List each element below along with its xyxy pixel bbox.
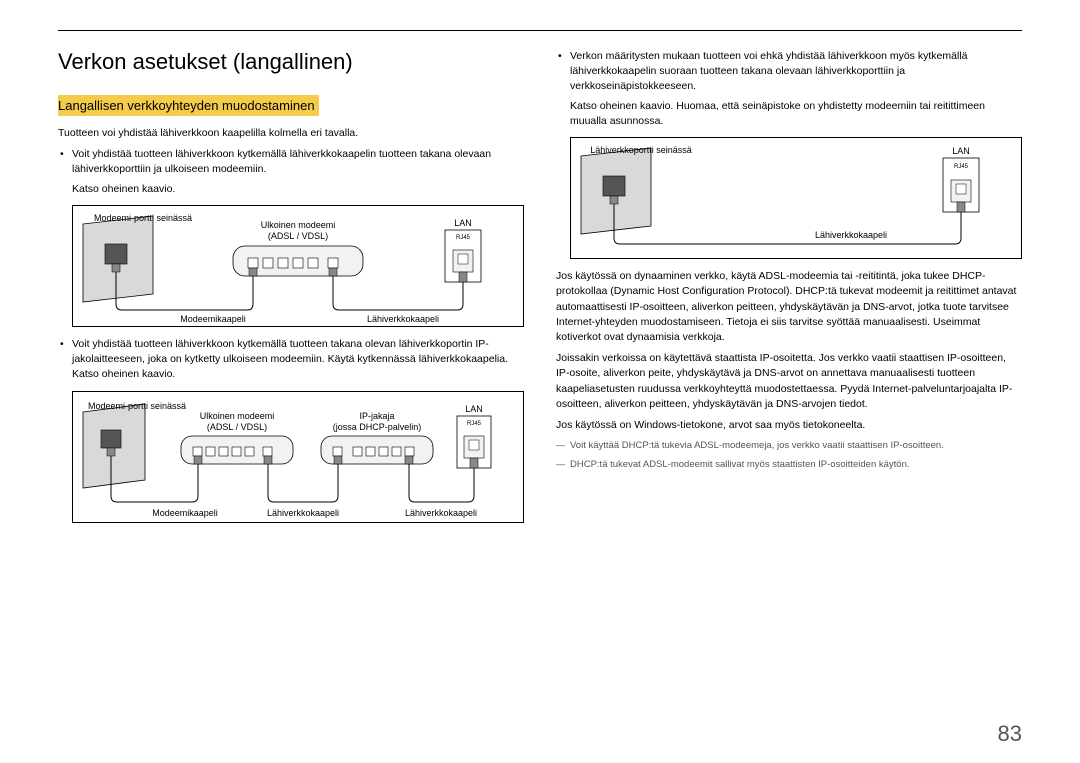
label-dhcp: (jossa DHCP-palvelin) <box>333 422 422 432</box>
label-rj45: RJ45 <box>954 164 969 170</box>
label-modem-cable: Modeemikaapeli <box>152 508 218 518</box>
label-rj45: RJ45 <box>456 235 471 241</box>
bullet-list-left-2: Voit yhdistää tuotteen lähiverkkoon kytk… <box>58 337 524 383</box>
label-lan: LAN <box>454 218 472 228</box>
bullet-subtext: Katso oheinen kaavio. <box>72 182 524 197</box>
intro-text: Tuotteen voi yhdistää lähiverkkoon kaape… <box>58 126 524 141</box>
label-rj45: RJ45 <box>467 421 482 427</box>
bullet-text: Voit yhdistää tuotteen lähiverkkoon kytk… <box>72 148 491 175</box>
bullet-list-left-1: Voit yhdistää tuotteen lähiverkkoon kytk… <box>58 147 524 197</box>
diagram-modem-direct: Modeemi-portti seinässä Ulkoinen modeemi… <box>72 205 524 327</box>
right-column: Verkon määritysten mukaan tuotteen voi e… <box>556 49 1022 533</box>
page-title: Verkon asetukset (langallinen) <box>58 49 524 75</box>
two-column-layout: Verkon asetukset (langallinen) Langallis… <box>58 49 1022 533</box>
bullet-text: Voit yhdistää tuotteen lähiverkkoon kytk… <box>72 338 508 380</box>
bullet-item: Verkon määritysten mukaan tuotteen voi e… <box>570 49 1022 129</box>
label-modem-port-wall: Modeemi-portti seinässä <box>94 213 192 223</box>
label-external-modem: Ulkoinen modeemi <box>200 411 275 421</box>
label-adsl-vdsl: (ADSL / VDSL) <box>207 422 267 432</box>
bullet-text: Verkon määritysten mukaan tuotteen voi e… <box>570 50 967 92</box>
label-lan-cable: Lähiverkkokaapeli <box>405 508 477 518</box>
diagram-wall-direct: Lähiverkkoportti seinässä LAN RJ45 Lähiv… <box>570 137 1022 259</box>
bullet-item: Voit yhdistää tuotteen lähiverkkoon kytk… <box>72 147 524 197</box>
label-modem-cable: Modeemikaapeli <box>180 314 246 324</box>
paragraph: Joissakin verkoissa on käytettävä staatt… <box>556 351 1022 412</box>
section-heading: Langallisen verkkoyhteyden muodostaminen <box>58 95 319 116</box>
label-lan-cable: Lähiverkkokaapeli <box>815 230 887 240</box>
top-horizontal-rule <box>58 30 1022 31</box>
paragraph: Jos käytössä on Windows-tietokone, arvot… <box>556 418 1022 433</box>
bullet-list-right: Verkon määritysten mukaan tuotteen voi e… <box>556 49 1022 129</box>
label-adsl-vdsl: (ADSL / VDSL) <box>268 231 328 241</box>
bullet-item: Voit yhdistää tuotteen lähiverkkoon kytk… <box>72 337 524 383</box>
label-lan: LAN <box>952 146 970 156</box>
label-modem-port-wall: Modeemi-portti seinässä <box>88 401 186 411</box>
footnote: Voit käyttää DHCP:tä tukevia ADSL-modeem… <box>556 439 1022 453</box>
label-external-modem: Ulkoinen modeemi <box>261 220 336 230</box>
label-lan-cable: Lähiverkkokaapeli <box>267 508 339 518</box>
label-lan-cable: Lähiverkkokaapeli <box>367 314 439 324</box>
diagram-modem-router: Modeemi-portti seinässä Ulkoinen modeemi… <box>72 391 524 523</box>
bullet-subtext: Katso oheinen kaavio. Huomaa, että seinä… <box>570 99 1022 129</box>
paragraph: Jos käytössä on dynaaminen verkko, käytä… <box>556 269 1022 345</box>
page-number: 83 <box>998 721 1022 747</box>
label-lan-port-wall: Lähiverkkoportti seinässä <box>590 145 692 155</box>
label-lan: LAN <box>465 404 483 414</box>
label-ip-sharer: IP-jakaja <box>359 411 394 421</box>
left-column: Verkon asetukset (langallinen) Langallis… <box>58 49 524 533</box>
footnote: DHCP:tä tukevat ADSL-modeemit sallivat m… <box>556 458 1022 472</box>
